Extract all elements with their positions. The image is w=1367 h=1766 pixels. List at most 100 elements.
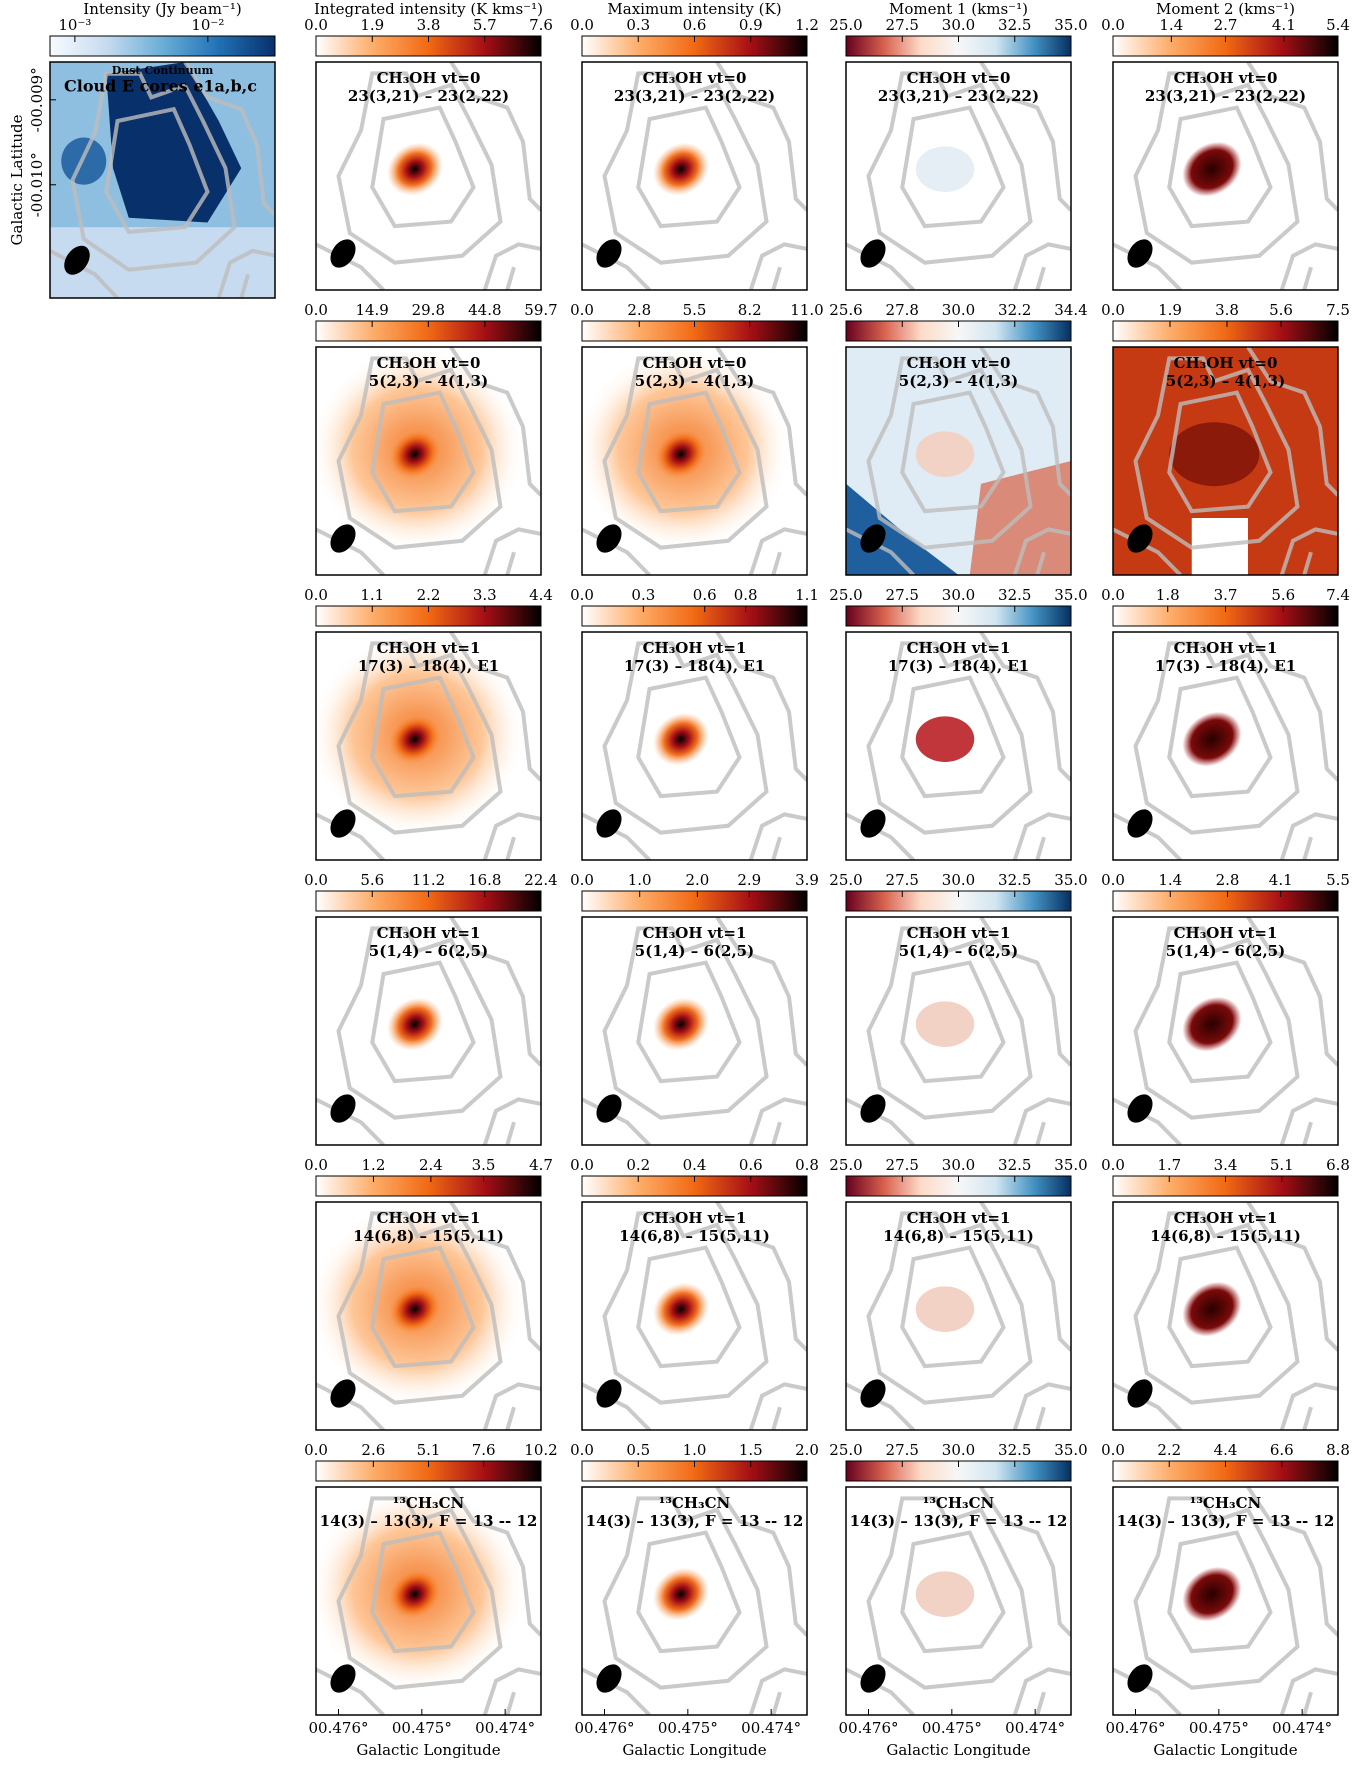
contour (1304, 267, 1311, 290)
map-title: 5(2,3) – 4(1,3) (635, 372, 754, 390)
beam (596, 239, 622, 268)
map-frame (1112, 916, 1339, 1146)
map-frame (315, 1486, 542, 1716)
colorbar-tick-label: 32.5 (998, 586, 1031, 604)
emission (653, 1567, 709, 1621)
colorbar-tick-label: 4.7 (529, 1156, 553, 1174)
map-panel: CH₃OH vt=117(3) – 18(4), E1 0.0 1.1 2.2 3.3 4… (304, 586, 553, 861)
map-title: CH₃OH vt=0 (907, 354, 1011, 372)
map-title: 23(3,21) – 23(2,22) (614, 87, 775, 105)
emission (915, 716, 975, 762)
map-title: CH₃OH vt=1 (643, 639, 747, 657)
contour (902, 393, 1003, 512)
contour (451, 1202, 541, 1350)
colorbar-tick-label: 1.4 (1158, 871, 1182, 889)
colorbar-tick-label: 3.8 (1215, 301, 1239, 319)
y-axis-label: Galactic Latitude (8, 114, 26, 245)
colorbar-tick-label: 3.8 (417, 16, 441, 34)
contour (605, 358, 767, 547)
contour (717, 1487, 807, 1635)
contour (507, 552, 514, 575)
contour (507, 267, 514, 290)
map-title: 5(1,4) – 6(2,5) (635, 942, 754, 960)
emission (387, 1567, 443, 1621)
map-frame (581, 1486, 808, 1716)
colorbar-tick-label: 8.2 (738, 301, 762, 319)
map-area: CH₃OH vt=114(6,8) – 15(5,11) (1113, 1202, 1338, 1430)
contour (1282, 529, 1338, 575)
contour (1037, 267, 1044, 290)
beam (596, 809, 622, 838)
map-title: 5(1,4) – 6(2,5) (1166, 942, 1285, 960)
contour (339, 73, 501, 262)
contour (1015, 1099, 1071, 1145)
map-area: CH₃OH vt=114(6,8) – 15(5,11) (316, 1202, 541, 1430)
contour (316, 1384, 384, 1430)
colorbar-tick-label: 35.0 (1054, 1156, 1087, 1174)
emission (387, 712, 443, 766)
contour (846, 814, 914, 860)
contour (507, 1692, 514, 1715)
contour (638, 1533, 739, 1652)
beam (1127, 1664, 1153, 1693)
colorbar-tick-label: 2.0 (685, 871, 709, 889)
colorbar-tick-label: 1.8 (1156, 586, 1180, 604)
x-tick-label: 00.474° (475, 1719, 535, 1737)
x-axis-label: Galactic Longitude (886, 1741, 1030, 1759)
map-title: 14(3) – 13(3), F = 13 -- 12 (1117, 1512, 1335, 1530)
contour (1304, 1122, 1311, 1145)
beam (330, 524, 356, 553)
emission (846, 483, 959, 575)
colorbar-tick-label: 0.0 (570, 1156, 594, 1174)
contour (1169, 678, 1270, 797)
x-tick-label: 00.475° (1189, 1719, 1249, 1737)
contour (605, 643, 767, 832)
map-title: CH₃OH vt=1 (907, 1209, 1011, 1227)
map-title: CH₃OH vt=1 (377, 639, 481, 657)
contour (507, 837, 514, 860)
map-title: 5(1,4) – 6(2,5) (369, 942, 488, 960)
colorbar-tick-label: 6.8 (1326, 1156, 1350, 1174)
map-frame (315, 1201, 542, 1431)
emission (61, 137, 107, 185)
map-frame (581, 631, 808, 861)
contour (507, 1122, 514, 1145)
colorbar-tick-label: 2.6 (361, 1441, 385, 1459)
map-title: 23(3,21) – 23(2,22) (878, 87, 1039, 105)
beam (596, 524, 622, 553)
colorbar-tick-label: 35.0 (1054, 16, 1087, 34)
map-title: CH₃OH vt=1 (643, 1209, 747, 1227)
map-title: 14(6,8) – 15(5,11) (619, 1227, 770, 1245)
x-tick-label: 00.475° (658, 1719, 718, 1737)
map-panel: CH₃OH vt=114(6,8) – 15(5,11) 0.0 1.7 3.4 5.1… (1101, 1156, 1350, 1431)
colorbar-tick-label: 2.8 (627, 301, 651, 319)
map-title: 14(6,8) – 15(5,11) (883, 1227, 1034, 1245)
map-title: CH₃OH vt=1 (377, 924, 481, 942)
map-frame (845, 916, 1072, 1146)
contour (339, 928, 501, 1117)
colorbar-tick-label: 32.5 (998, 1156, 1031, 1174)
emission (1169, 422, 1260, 487)
contour (638, 963, 739, 1082)
contour (451, 632, 541, 780)
colorbar-tick-label: 25.0 (829, 871, 862, 889)
map-panel: CH₃OH vt=15(1,4) – 6(2,5) 0.0 1.0 2.0 2.9 3.9 (570, 871, 819, 1146)
colorbar-tick-label: 0.0 (570, 16, 594, 34)
map-title: Cloud E cores e1a,b,c (64, 77, 257, 96)
map-panel: CH₃OH vt=05(2,3) – 4(1,3) 0.0 2.8 5.5 8.2 11.… (570, 301, 824, 576)
map-frame (845, 1486, 1072, 1716)
colorbar-tick-label: 8.8 (1326, 1441, 1350, 1459)
x-tick-label: 00.476° (1106, 1719, 1166, 1737)
contour (106, 109, 207, 232)
contour (1113, 1099, 1181, 1145)
map-area: CH₃OH vt=15(1,4) – 6(2,5) (846, 917, 1071, 1145)
contour (981, 1487, 1071, 1635)
map-area: CH₃OH vt=117(3) – 18(4), E1 (582, 632, 807, 860)
contour (902, 678, 1003, 797)
map-title: 23(3,21) – 23(2,22) (348, 87, 509, 105)
map-frame (581, 61, 808, 291)
beam (1127, 809, 1153, 838)
colorbar-tick-label: 25.0 (829, 1156, 862, 1174)
